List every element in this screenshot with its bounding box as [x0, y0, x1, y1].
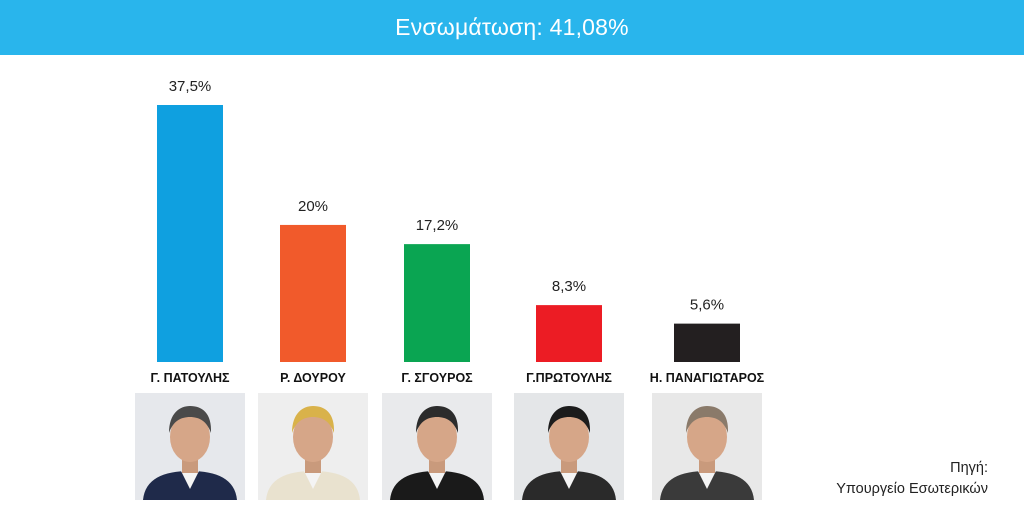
bar-1 [157, 105, 223, 362]
value-label-2: 20% [298, 198, 328, 215]
value-label-3: 17,2% [416, 217, 459, 234]
category-label-5: Η. ΠΑΝΑΓΙΩΤΑΡΟΣ [650, 371, 765, 385]
header-banner: Ενσωμάτωση: 41,08% [0, 0, 1024, 55]
turnout-title: Ενσωμάτωση: 41,08% [395, 14, 629, 40]
source-label: Πηγή: [950, 460, 988, 476]
results-bar-chart: 37,5% Γ. ΠΑΤΟΥΛΗΣ 20% Ρ. ΔΟΥΡΟΥ 17,2% Γ. ΣΓΟΥ… [151, 78, 765, 385]
bar-3 [404, 244, 470, 362]
category-label-3: Γ. ΣΓΟΥΡΟΣ [401, 371, 473, 385]
candidate-photo-icon [382, 393, 492, 500]
value-label-1: 37,5% [169, 78, 212, 95]
candidate-photo-icon [514, 393, 624, 500]
candidate-photo-icon [135, 393, 245, 500]
category-label-4: Γ.ΠΡΩΤΟΥΛΗΣ [526, 371, 612, 385]
category-label-2: Ρ. ΔΟΥΡΟΥ [280, 371, 346, 385]
bar-4 [536, 305, 602, 362]
bar-2 [280, 224, 346, 362]
value-label-4: 8,3% [552, 278, 586, 295]
category-label-1: Γ. ΠΑΤΟΥΛΗΣ [151, 371, 230, 385]
candidate-photo-icon [258, 393, 368, 500]
value-label-5: 5,6% [690, 297, 724, 314]
bar-5 [674, 323, 740, 362]
source-name: Υπουργείο Εσωτερικών [836, 481, 988, 497]
source-note: Πηγή: Υπουργείο Εσωτερικών [836, 458, 988, 500]
candidate-photo-icon [652, 393, 762, 500]
